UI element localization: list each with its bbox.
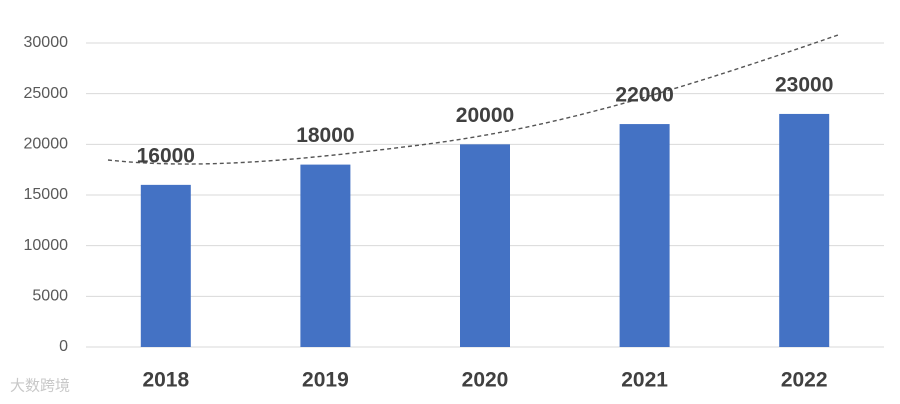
x-tick-label: 2020 xyxy=(462,369,509,392)
y-tick-label: 10000 xyxy=(24,237,69,254)
y-tick-label: 25000 xyxy=(24,85,69,102)
y-tick-label: 30000 xyxy=(24,34,69,51)
watermark: 大数跨境 xyxy=(10,377,70,395)
x-tick-label: 2022 xyxy=(781,369,828,392)
bar xyxy=(779,113,830,347)
data-label: 18000 xyxy=(296,124,354,147)
bar xyxy=(460,144,510,347)
data-label: 20000 xyxy=(456,104,514,127)
y-tick-label: 0 xyxy=(59,338,68,355)
bar xyxy=(300,164,351,347)
data-label: 16000 xyxy=(137,144,195,167)
y-tick-label: 20000 xyxy=(24,136,69,153)
x-tick-label: 2018 xyxy=(142,369,189,392)
trendline xyxy=(107,34,839,165)
y-tick-label: 5000 xyxy=(32,288,68,305)
x-tick-label: 2019 xyxy=(302,369,349,392)
bar xyxy=(140,184,191,347)
y-tick-label: 15000 xyxy=(24,186,69,203)
data-label: 22000 xyxy=(615,84,673,107)
bar xyxy=(619,124,670,347)
data-label: 23000 xyxy=(775,73,833,96)
x-tick-label: 2021 xyxy=(621,369,668,392)
